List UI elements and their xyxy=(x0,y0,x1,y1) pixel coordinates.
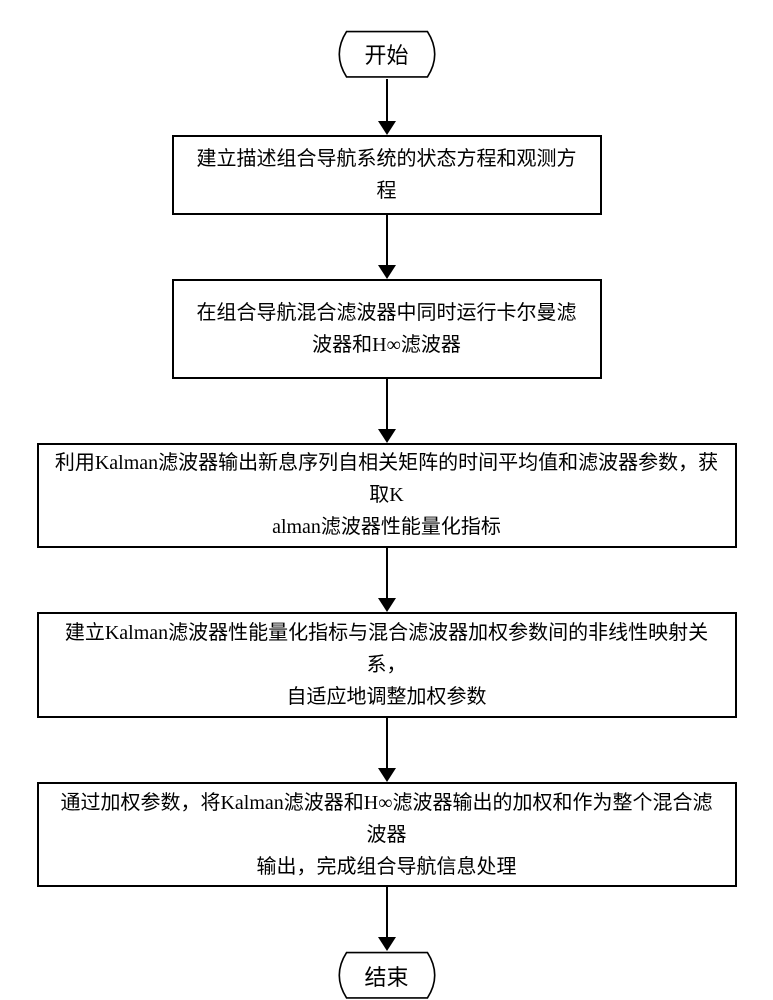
step-text: 通过加权参数，将Kalman滤波器和H∞滤波器输出的加权和作为整个混合滤波器输出… xyxy=(55,787,719,883)
step-box: 通过加权参数，将Kalman滤波器和H∞滤波器输出的加权和作为整个混合滤波器输出… xyxy=(37,782,737,888)
start-terminator: 开始 xyxy=(317,30,457,79)
step-text: 建立Kalman滤波器性能量化指标与混合滤波器加权参数间的非线性映射关系，自适应… xyxy=(55,617,719,713)
arrow-2 xyxy=(378,379,396,443)
step-box: 建立描述组合导航系统的状态方程和观测方程 xyxy=(172,135,602,215)
arrow-1 xyxy=(378,215,396,279)
arrow-0 xyxy=(378,79,396,135)
end-terminator: 结束 xyxy=(317,951,457,1000)
start-label: 开始 xyxy=(364,38,408,70)
step-text: 建立描述组合导航系统的状态方程和观测方程 xyxy=(190,143,584,207)
arrow-3 xyxy=(378,548,396,612)
step-box: 建立Kalman滤波器性能量化指标与混合滤波器加权参数间的非线性映射关系，自适应… xyxy=(37,612,737,718)
step-text: 在组合导航混合滤波器中同时运行卡尔曼滤波器和H∞滤波器 xyxy=(197,297,577,361)
step-box: 在组合导航混合滤波器中同时运行卡尔曼滤波器和H∞滤波器 xyxy=(172,279,602,379)
end-label: 结束 xyxy=(364,960,408,992)
step-box: 利用Kalman滤波器输出新息序列自相关矩阵的时间平均值和滤波器参数，获取Kal… xyxy=(37,443,737,549)
arrow-4 xyxy=(378,718,396,782)
step-text: 利用Kalman滤波器输出新息序列自相关矩阵的时间平均值和滤波器参数，获取Kal… xyxy=(55,447,719,543)
arrow-5 xyxy=(378,887,396,951)
